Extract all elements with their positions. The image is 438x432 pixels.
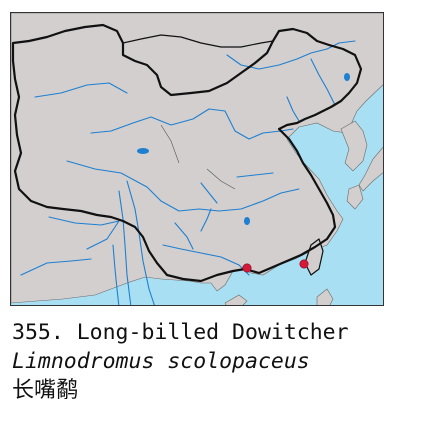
record-markers: [242, 259, 309, 273]
lake-khanka: [344, 73, 350, 81]
philippines-partial: [316, 288, 334, 305]
pearl-river: [162, 244, 250, 276]
internal-boundary-a: [160, 124, 180, 164]
species-chinese-name: 长嘴鹬: [12, 378, 79, 403]
amur-river: [226, 40, 356, 70]
japan-kyushu: [346, 184, 364, 210]
brahmaputra-river: [86, 220, 120, 250]
distribution-map: [10, 12, 384, 306]
han-river: [200, 182, 218, 204]
west-river-tributary: [174, 222, 194, 250]
species-number-and-common-name: 355. Long-billed Dowitcher: [12, 320, 349, 345]
china-border: [11, 23, 363, 283]
hainan-island: [224, 294, 248, 305]
yellow-river: [90, 108, 294, 140]
irrawaddy-river: [112, 244, 120, 305]
xiang-river: [200, 208, 212, 232]
species-scientific-name: Limnodromus scolopaceus: [12, 349, 310, 374]
yangtze-river: [66, 160, 300, 212]
huai-river: [236, 172, 274, 178]
mekong-river: [126, 180, 155, 305]
lake-qinghai: [137, 148, 149, 154]
mongolia-border: [122, 34, 274, 48]
record-marker: [242, 263, 252, 273]
songhua-river: [310, 58, 336, 106]
yarlung-river: [48, 216, 120, 226]
record-marker: [299, 259, 309, 269]
map-canvas: [11, 13, 383, 305]
ganges-river: [20, 258, 92, 276]
lake-poyang: [244, 217, 250, 225]
rivers: [20, 40, 356, 305]
japan-islands: [358, 146, 383, 192]
internal-boundaries: [160, 124, 236, 190]
internal-boundary-b: [206, 168, 236, 190]
korea-peninsula: [340, 120, 368, 172]
liao-river: [286, 96, 300, 122]
salween-river: [118, 190, 132, 305]
tarim-river: [34, 82, 128, 98]
